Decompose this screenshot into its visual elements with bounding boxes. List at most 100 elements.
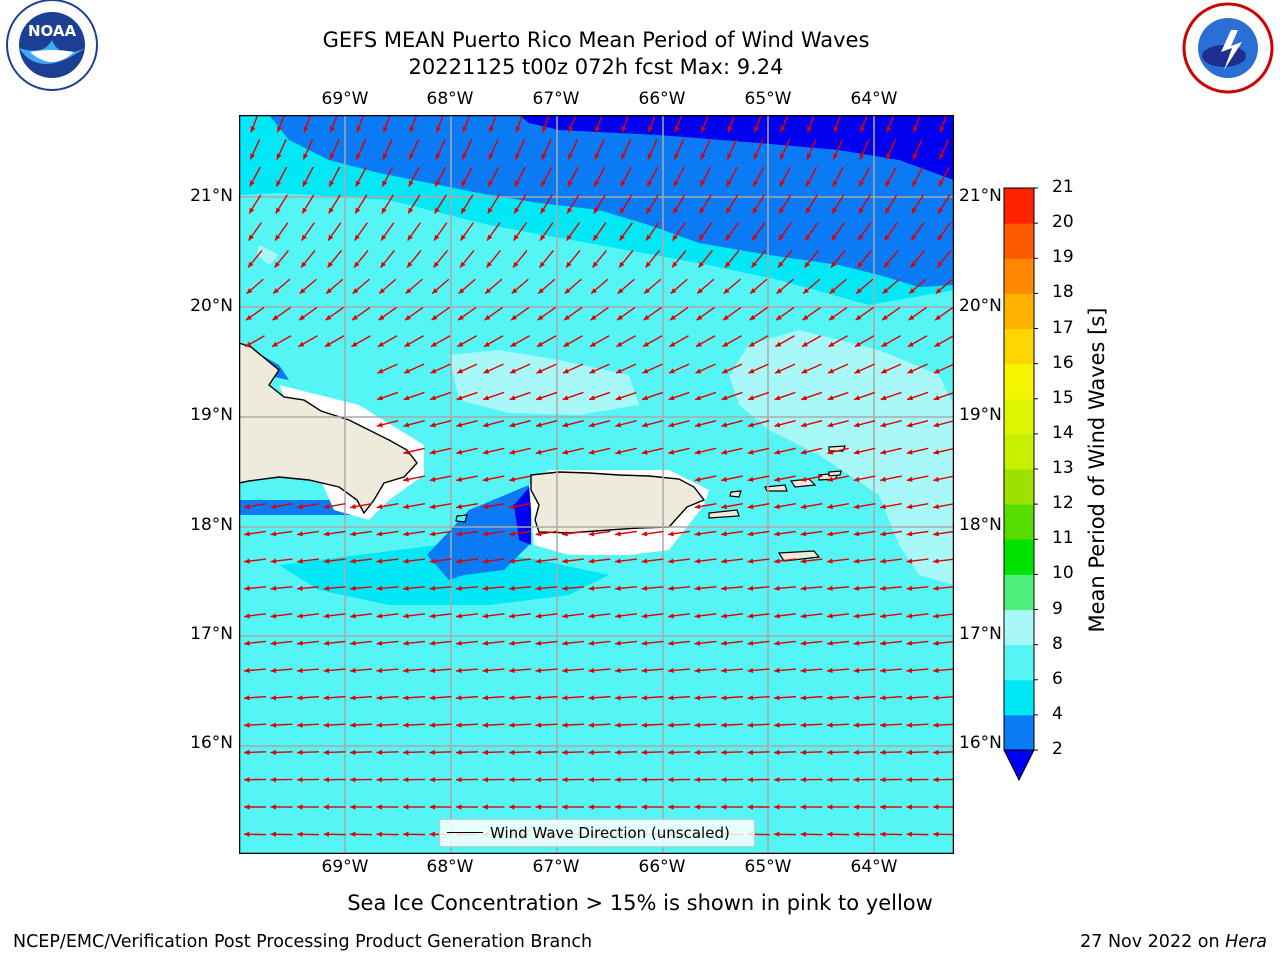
wave-direction-arrowhead: [456, 368, 463, 374]
st-croix-island: [777, 550, 821, 562]
wave-direction-arrowhead: [350, 531, 356, 537]
wave-direction-arrowhead: [456, 613, 462, 619]
wave-direction-arrowhead: [615, 695, 621, 701]
wave-direction-arrowhead: [827, 667, 833, 674]
wave-direction-arrowhead: [827, 722, 833, 728]
map-legend: Wind Wave Direction (unscaled): [439, 819, 755, 847]
wave-direction-arrowhead: [429, 722, 436, 728]
wave-direction-arrowhead: [853, 449, 860, 455]
wave-direction-arrowhead: [829, 288, 836, 294]
wave-direction-arrowhead: [567, 207, 573, 214]
wave-direction-arrowhead: [748, 368, 755, 374]
wave-direction-arrowhead: [859, 153, 865, 160]
wave-direction-arrowhead: [641, 558, 648, 564]
wave-direction-arrowhead: [855, 314, 862, 321]
wave-direction-arrowhead: [907, 368, 914, 374]
wave-direction-arrowhead: [880, 503, 886, 510]
lon-label-bottom: 69°W: [321, 857, 369, 877]
wave-direction-arrowhead: [721, 558, 727, 564]
wave-direction-arrowhead: [800, 831, 806, 837]
wave-direction-arrowhead: [937, 234, 943, 241]
wave-direction-arrowhead: [668, 585, 674, 591]
wave-direction-arrowhead: [694, 503, 701, 510]
wave-direction-arrowhead: [403, 667, 409, 674]
colorbar-segment: [1004, 433, 1034, 470]
wave-direction-arrowhead: [800, 722, 807, 728]
lon-label-bottom: 68°W: [426, 857, 474, 877]
wave-direction-arrowhead: [615, 749, 621, 755]
wave-direction-arrowhead: [747, 422, 754, 428]
wave-direction-arrowhead: [753, 180, 759, 187]
wave-direction-arrowhead: [880, 695, 886, 701]
wave-direction-arrowhead: [880, 422, 887, 428]
wave-direction-arrowhead: [880, 640, 886, 646]
wave-direction-arrowhead: [277, 126, 282, 133]
wave-direction-arrowhead: [456, 667, 462, 674]
wave-direction-arrowhead: [801, 395, 808, 401]
wave-direction-arrowhead: [409, 126, 415, 133]
wave-direction-arrowhead: [695, 368, 702, 374]
colorbar-tick-label: 19: [1052, 247, 1074, 268]
wave-direction-arrowhead: [297, 804, 303, 810]
wave-direction-arrowhead: [670, 314, 676, 321]
wave-direction-arrowhead: [886, 126, 892, 133]
wave-direction-arrowhead: [934, 341, 941, 347]
wave-direction-arrowhead: [509, 503, 515, 510]
lat-label-left: 21°N: [190, 186, 233, 206]
wave-direction-arrowhead: [747, 804, 753, 810]
wave-direction-arrowhead: [827, 476, 834, 482]
culebra-island: [729, 490, 742, 498]
wave-direction-arrowhead: [933, 531, 939, 537]
wave-direction-arrowhead: [827, 449, 834, 455]
wave-direction-arrowhead: [800, 558, 807, 564]
wave-direction-arrowhead: [696, 314, 703, 321]
wave-direction-arrowhead: [429, 667, 436, 674]
wave-direction-arrowhead: [299, 314, 305, 321]
wave-direction-arrowhead: [780, 153, 786, 160]
wave-direction-arrowhead: [801, 368, 808, 374]
map-border: [239, 115, 954, 854]
wave-direction-arrowhead: [562, 613, 568, 619]
wave-direction-arrowhead: [907, 395, 914, 401]
colorbar-tick-label: 13: [1052, 458, 1074, 478]
wave-direction-arrowhead: [275, 207, 281, 214]
wave-direction-arrowhead: [376, 640, 383, 646]
wave-direction-arrowhead: [641, 531, 648, 537]
gridlines: [239, 115, 954, 854]
wave-direction-arrowhead: [588, 449, 595, 455]
wave-direction-arrowhead: [462, 126, 468, 133]
wave-direction-arrowhead: [429, 640, 436, 646]
lat-label-right: 16°N: [959, 733, 1002, 753]
wave-direction-arrowhead: [297, 722, 303, 728]
chart-subtitle: 20221125 t00z 072h fcst Max: 9.24: [408, 55, 784, 79]
wave-direction-arrowhead: [323, 777, 329, 783]
wave-direction-arrowhead: [488, 180, 494, 187]
colorbar-tick-label: 2: [1052, 739, 1063, 759]
wave-direction-arrowhead: [749, 314, 756, 321]
wave-direction-arrowhead: [721, 804, 727, 810]
wave-direction-arrowhead: [482, 558, 489, 564]
wave-direction-arrowhead: [376, 777, 382, 783]
wave-direction-arrowhead: [615, 368, 622, 374]
wave-direction-arrowhead: [297, 585, 303, 591]
colorbar-tick-label: 6: [1052, 668, 1063, 689]
colorbar-tick-label: 14: [1052, 422, 1074, 443]
wave-direction-arrowhead: [273, 288, 279, 294]
wave-direction-arrowhead: [620, 207, 626, 214]
wave-direction-arrowhead: [429, 503, 436, 510]
wave-direction-arrowhead: [880, 613, 886, 619]
wave-direction-arrowhead: [482, 422, 489, 428]
colorbar: [1003, 187, 1038, 782]
wave-direction-arrowhead: [827, 422, 834, 428]
wave-direction-arrowhead: [594, 180, 600, 187]
wave-direction-arrowhead: [933, 667, 939, 674]
wave-direction-arrowhead: [377, 368, 384, 374]
wave-direction-arrowhead: [752, 207, 758, 214]
colorbar-tick-label: 9: [1052, 598, 1063, 619]
wave-direction-arrowhead: [483, 368, 490, 374]
wave-direction-arrowhead: [434, 207, 440, 214]
wave-direction-arrowhead: [668, 804, 674, 810]
wave-direction-arrowhead: [672, 234, 678, 241]
legend-label: Wind Wave Direction (unscaled): [490, 824, 730, 842]
wave-direction-arrowhead: [535, 613, 542, 619]
